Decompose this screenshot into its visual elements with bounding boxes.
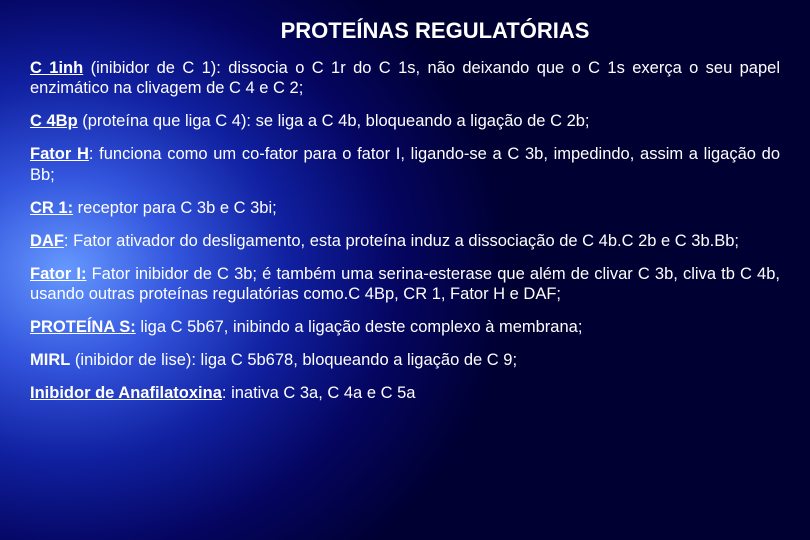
paragraph-fatorh: Fator H: funciona como um co-fator para …: [30, 144, 780, 184]
lead-c1inh: C 1inh: [30, 59, 83, 77]
lead-c4bp: C 4Bp: [30, 112, 78, 130]
text-c4bp: (proteína que liga C 4): se liga a C 4b,…: [78, 112, 590, 130]
text-cr1: receptor para C 3b e C 3bi;: [73, 199, 277, 217]
paragraph-daf: DAF: Fator ativador do desligamento, est…: [30, 231, 780, 251]
paragraph-proteinas: PROTEÍNA S: liga C 5b67, inibindo a liga…: [30, 317, 780, 337]
slide-container: PROTEÍNAS REGULATÓRIAS C 1inh (inibidor …: [0, 0, 810, 540]
lead-fatori: Fator I:: [30, 265, 86, 283]
paragraph-anafilatoxina: Inibidor de Anafilatoxina: inativa C 3a,…: [30, 383, 780, 403]
paragraph-mirl: MIRL (inibidor de lise): liga C 5b678, b…: [30, 350, 780, 370]
lead-proteinas: PROTEÍNA S:: [30, 318, 136, 336]
paragraph-c4bp: C 4Bp (proteína que liga C 4): se liga a…: [30, 111, 780, 131]
text-anafilatoxina: : inativa C 3a, C 4a e C 5a: [222, 384, 416, 402]
paragraph-fatori: Fator I: Fator inibidor de C 3b; é també…: [30, 264, 780, 304]
text-proteinas: liga C 5b67, inibindo a ligação deste co…: [136, 318, 583, 336]
paragraph-cr1: CR 1: receptor para C 3b e C 3bi;: [30, 198, 780, 218]
paragraph-c1inh: C 1inh (inibidor de C 1): dissocia o C 1…: [30, 58, 780, 98]
text-fatorh: : funciona como um co-fator para o fator…: [30, 145, 780, 183]
lead-cr1: CR 1:: [30, 199, 73, 217]
slide-title: PROTEÍNAS REGULATÓRIAS: [150, 18, 720, 44]
lead-fatorh: Fator H: [30, 145, 89, 163]
lead-mirl: MIRL: [30, 351, 70, 369]
lead-daf: DAF: [30, 232, 64, 250]
text-mirl: (inibidor de lise): liga C 5b678, bloque…: [70, 351, 517, 369]
text-fatori: Fator inibidor de C 3b; é também uma ser…: [30, 265, 780, 303]
text-daf: : Fator ativador do desligamento, esta p…: [64, 232, 739, 250]
lead-anafilatoxina: Inibidor de Anafilatoxina: [30, 384, 222, 402]
text-c1inh: (inibidor de C 1): dissocia o C 1r do C …: [30, 59, 780, 97]
